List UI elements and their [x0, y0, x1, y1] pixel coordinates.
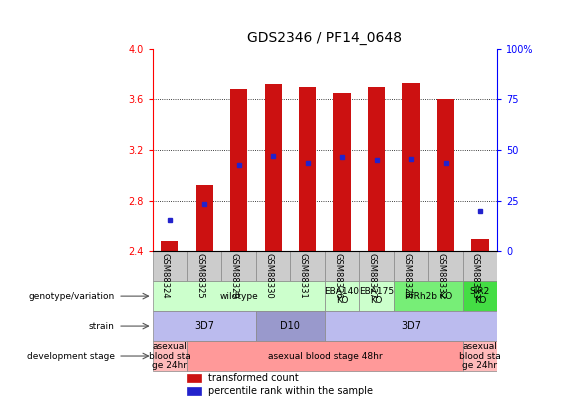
Text: asexual
blood sta
ge 24hr: asexual blood sta ge 24hr: [149, 342, 190, 370]
Text: percentile rank within the sample: percentile rank within the sample: [208, 386, 373, 396]
Text: 3D7: 3D7: [194, 321, 214, 331]
Text: asexual blood stage 48hr: asexual blood stage 48hr: [268, 352, 382, 360]
Bar: [195, 185, 213, 251]
Bar: [153, 251, 187, 281]
Text: genotype/variation: genotype/variation: [28, 292, 115, 301]
Bar: [153, 311, 256, 341]
Bar: [394, 281, 463, 311]
Text: GSM88328: GSM88328: [402, 253, 411, 298]
Bar: [264, 84, 282, 251]
Text: PfRh2b KO: PfRh2b KO: [405, 292, 452, 301]
Bar: [463, 281, 497, 311]
Text: transformed count: transformed count: [208, 373, 298, 383]
Bar: [428, 251, 463, 281]
Text: GSM88324: GSM88324: [161, 253, 169, 298]
Bar: [221, 251, 256, 281]
Bar: [153, 281, 325, 311]
Bar: [463, 341, 497, 371]
Bar: [256, 311, 325, 341]
Text: EBA140
KO: EBA140 KO: [325, 287, 359, 305]
Bar: [187, 387, 201, 395]
Bar: [187, 251, 221, 281]
Text: wildtype: wildtype: [219, 292, 258, 301]
Text: GSM88330: GSM88330: [264, 253, 273, 298]
Bar: [325, 281, 359, 311]
Title: GDS2346 / PF14_0648: GDS2346 / PF14_0648: [247, 31, 402, 45]
Bar: [463, 251, 497, 281]
Bar: [299, 87, 316, 251]
Text: GSM88333: GSM88333: [471, 253, 480, 298]
Bar: [256, 251, 290, 281]
Bar: [471, 239, 489, 251]
Bar: [187, 374, 201, 382]
Text: GSM88327: GSM88327: [368, 253, 376, 298]
Bar: [394, 251, 428, 281]
Bar: [290, 251, 325, 281]
Bar: [187, 341, 463, 371]
Text: GSM88329: GSM88329: [230, 253, 238, 298]
Bar: [161, 241, 179, 251]
Text: GSM88331: GSM88331: [299, 253, 307, 298]
Bar: [359, 251, 394, 281]
Bar: [437, 99, 454, 251]
Bar: [230, 89, 247, 251]
Bar: [325, 311, 497, 341]
Text: GSM88326: GSM88326: [333, 253, 342, 298]
Bar: [402, 83, 420, 251]
Bar: [368, 87, 385, 251]
Text: GSM88332: GSM88332: [437, 253, 445, 298]
Text: EBA175
KO: EBA175 KO: [359, 287, 394, 305]
Bar: [359, 281, 394, 311]
Text: asexual
blood sta
ge 24hr: asexual blood sta ge 24hr: [459, 342, 501, 370]
Text: D10: D10: [280, 321, 301, 331]
Text: 3D7: 3D7: [401, 321, 421, 331]
Text: strain: strain: [89, 322, 115, 330]
Text: SIR2
KO: SIR2 KO: [470, 287, 490, 305]
Text: GSM88325: GSM88325: [195, 253, 205, 298]
Text: development stage: development stage: [27, 352, 115, 360]
Bar: [325, 251, 359, 281]
Bar: [333, 93, 351, 251]
Bar: [153, 341, 187, 371]
